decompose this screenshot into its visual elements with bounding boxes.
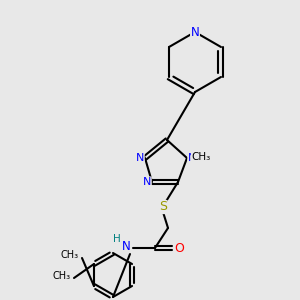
Text: N: N	[136, 153, 144, 163]
Text: CH₃: CH₃	[191, 152, 211, 162]
Text: N: N	[190, 26, 200, 38]
Text: N: N	[122, 239, 130, 253]
Text: CH₃: CH₃	[53, 271, 71, 281]
Text: CH₃: CH₃	[61, 250, 79, 260]
Text: S: S	[159, 200, 167, 214]
Text: O: O	[174, 242, 184, 254]
Text: N: N	[188, 153, 196, 163]
Text: N: N	[143, 177, 151, 187]
Text: H: H	[113, 234, 121, 244]
